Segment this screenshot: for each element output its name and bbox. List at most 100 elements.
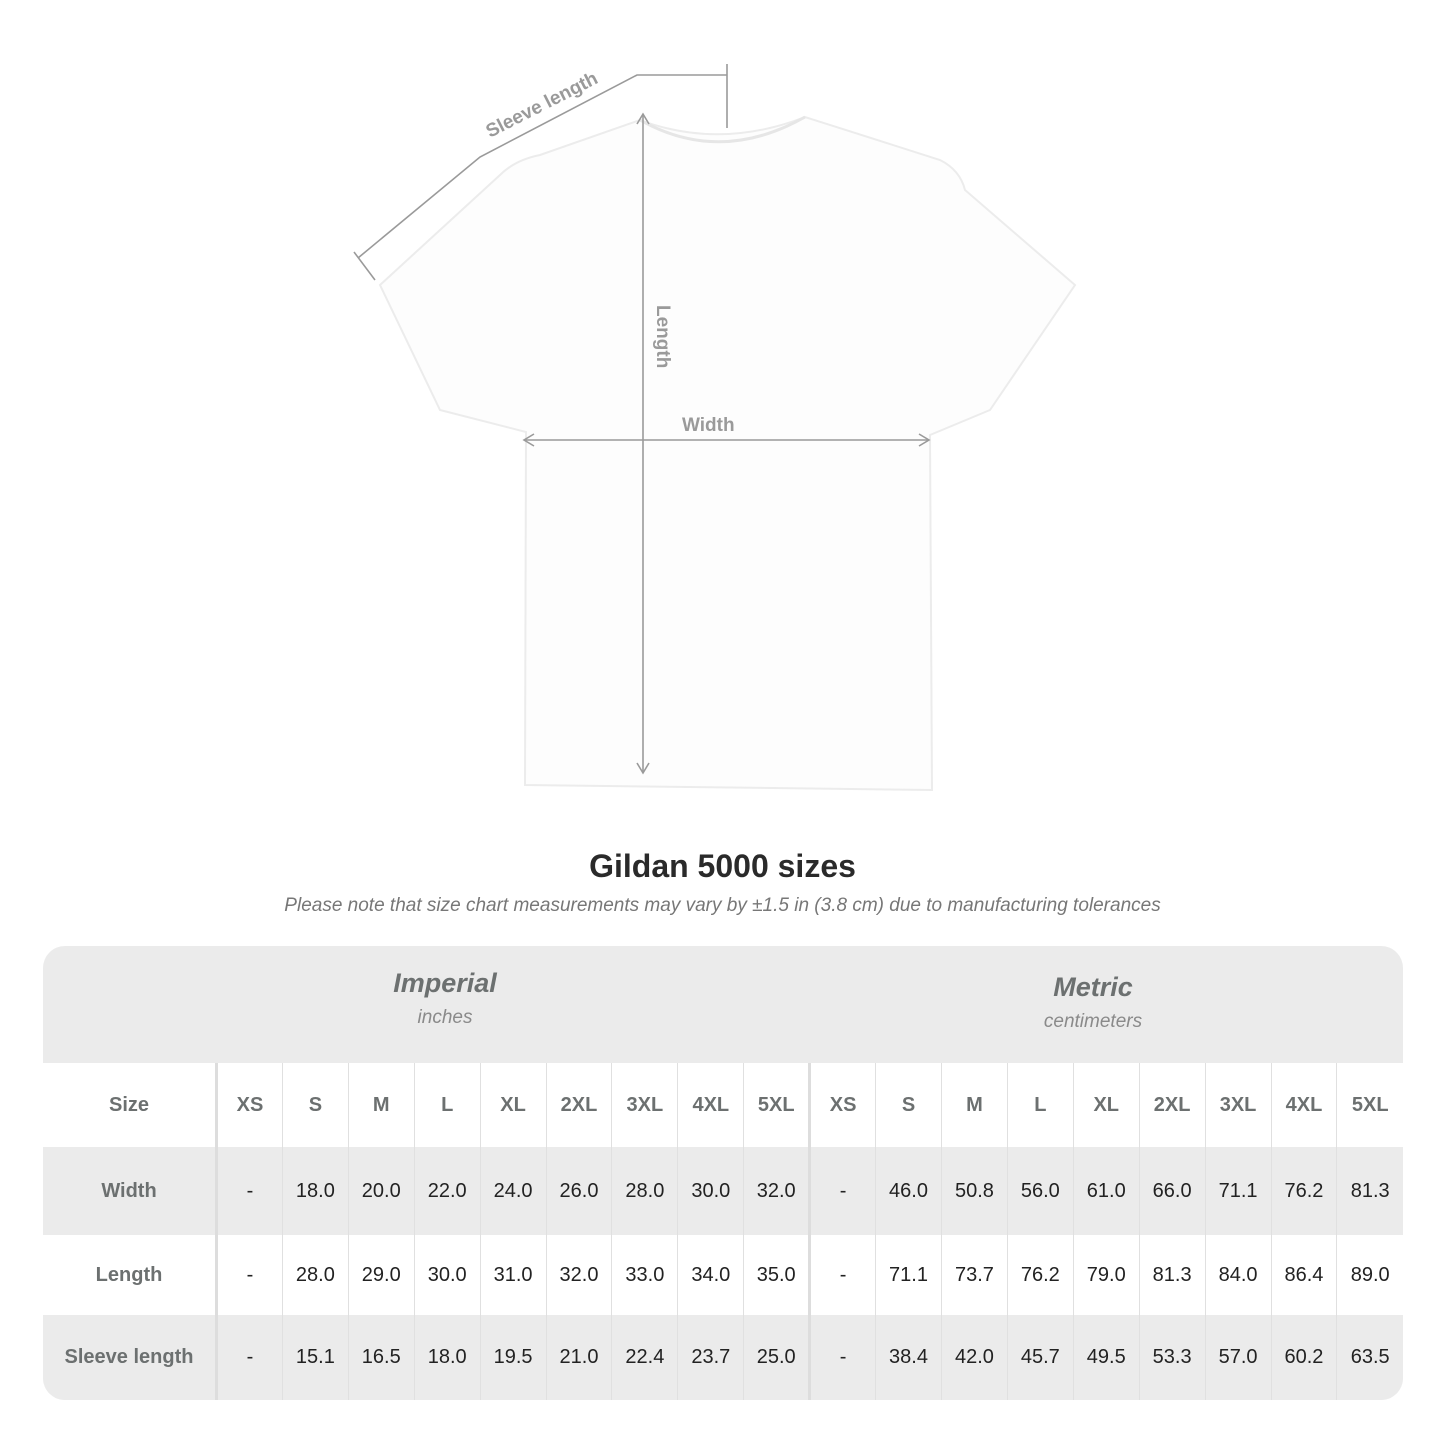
imperial-value-cell: 34.0: [677, 1235, 744, 1315]
metric-value-cell: 81.3: [1138, 1235, 1206, 1315]
metric-value-cell: 89.0: [1336, 1235, 1403, 1315]
metric-size-header: 4XL: [1270, 1063, 1337, 1147]
imperial-value-cell: 16.5: [347, 1315, 415, 1400]
imperial-size-header: XS: [216, 1063, 283, 1147]
width-arrow-left: [522, 433, 535, 447]
table-header-row: Size XS S M L XL 2XL 3XL 4XL 5XL XS S M L XL 2XL 3XL 4XL 5…: [43, 1063, 1403, 1147]
imperial-value-cell: 15.1: [281, 1315, 349, 1400]
metric-value-cell: 63.5: [1336, 1315, 1403, 1400]
imperial-value-cell: 20.0: [347, 1147, 415, 1235]
imperial-value-cell: 33.0: [611, 1235, 678, 1315]
imperial-value-cell: 19.5: [479, 1315, 547, 1400]
metric-value-cell: -: [808, 1235, 876, 1315]
chart-subtitle: Please note that size chart measurements…: [284, 895, 1161, 916]
tshirt-illustration: [378, 115, 1077, 792]
imperial-size-header: S: [281, 1063, 349, 1147]
metric-value-cell: 71.1: [1204, 1147, 1271, 1235]
size-table-panel: Imperial inches Metric centimeters Size X…: [43, 946, 1403, 1400]
imperial-size-header: 2XL: [545, 1063, 612, 1147]
imperial-value-cell: 24.0: [479, 1147, 547, 1235]
length-label: Length: [652, 305, 673, 368]
imperial-value-cell: 18.0: [413, 1315, 481, 1400]
imperial-header: Imperial inches: [215, 946, 675, 1063]
metric-value-cell: 60.2: [1270, 1315, 1337, 1400]
imperial-size-header: L: [413, 1063, 481, 1147]
imperial-value-cell: 31.0: [479, 1235, 547, 1315]
metric-value-cell: 76.2: [1270, 1147, 1337, 1235]
sleeve-measure-line: [357, 74, 727, 259]
imperial-size-header: 3XL: [611, 1063, 678, 1147]
length-arrow-bottom: [636, 762, 650, 775]
metric-size-header: L: [1006, 1063, 1074, 1147]
imperial-value-cell: 28.0: [281, 1235, 349, 1315]
imperial-value-cell: 23.7: [677, 1315, 744, 1400]
metric-value-cell: 66.0: [1138, 1147, 1206, 1235]
imperial-size-header: XL: [479, 1063, 547, 1147]
size-table: Size XS S M L XL 2XL 3XL 4XL 5XL XS S M L XL 2XL 3XL 4XL 5…: [43, 1063, 1403, 1400]
metric-header: Metric centimeters: [863, 946, 1323, 1063]
sleeve-measure-tick: [353, 251, 376, 281]
imperial-value-cell: 18.0: [281, 1147, 349, 1235]
sleeve-length-label: Sleeve length: [483, 68, 602, 142]
imperial-size-header: 5XL: [743, 1063, 810, 1147]
row-label: Length: [43, 1235, 218, 1315]
imperial-size-header: M: [347, 1063, 415, 1147]
metric-size-header: S: [875, 1063, 942, 1147]
row-label: Width: [43, 1147, 218, 1235]
imperial-value-cell: 32.0: [545, 1235, 612, 1315]
table-row: Length -28.0 29.0 30.0 31.0 32.0 33.0 34.0 35.0-…: [43, 1235, 1403, 1315]
metric-size-header: M: [940, 1063, 1008, 1147]
width-label: Width: [682, 415, 735, 436]
row-label: Sleeve length: [43, 1315, 218, 1400]
metric-value-cell: 76.2: [1006, 1235, 1074, 1315]
imperial-size-header: 4XL: [677, 1063, 744, 1147]
metric-value-cell: 61.0: [1072, 1147, 1140, 1235]
imperial-value-cell: 22.4: [611, 1315, 678, 1400]
metric-value-cell: 71.1: [875, 1235, 942, 1315]
tshirt-diagram: Sleeve length Length Width: [353, 64, 1077, 792]
imperial-value-cell: 21.0: [545, 1315, 612, 1400]
metric-size-header: 5XL: [1336, 1063, 1403, 1147]
metric-value-cell: -: [808, 1147, 876, 1235]
imperial-value-cell: 30.0: [677, 1147, 744, 1235]
metric-value-cell: 46.0: [875, 1147, 942, 1235]
metric-size-header: 2XL: [1138, 1063, 1206, 1147]
metric-value-cell: 57.0: [1204, 1315, 1271, 1400]
imperial-unit: inches: [417, 1007, 473, 1028]
metric-value-cell: 81.3: [1336, 1147, 1403, 1235]
imperial-value-cell: 26.0: [545, 1147, 612, 1235]
chart-title: Gildan 5000 sizes: [589, 848, 856, 884]
imperial-value-cell: 25.0: [743, 1315, 810, 1400]
length-arrow-top: [636, 112, 650, 125]
metric-title: Metric: [1053, 972, 1133, 1002]
metric-value-cell: 79.0: [1072, 1235, 1140, 1315]
width-arrow-right: [918, 433, 931, 447]
metric-value-cell: 73.7: [940, 1235, 1008, 1315]
imperial-value-cell: 22.0: [413, 1147, 481, 1235]
metric-value-cell: 56.0: [1006, 1147, 1074, 1235]
imperial-value-cell: 30.0: [413, 1235, 481, 1315]
imperial-value-cell: -: [216, 1147, 283, 1235]
metric-value-cell: 38.4: [875, 1315, 942, 1400]
table-row: Sleeve length -15.1 16.5 18.0 19.5 21.0 22.4 23…: [43, 1315, 1403, 1400]
metric-value-cell: 86.4: [1270, 1235, 1337, 1315]
tshirt-neckline: [639, 115, 806, 144]
metric-value-cell: -: [808, 1315, 876, 1400]
metric-size-header: XL: [1072, 1063, 1140, 1147]
imperial-value-cell: -: [216, 1235, 283, 1315]
metric-size-header: XS: [808, 1063, 876, 1147]
imperial-value-cell: 35.0: [743, 1235, 810, 1315]
metric-value-cell: 50.8: [940, 1147, 1008, 1235]
imperial-value-cell: -: [216, 1315, 283, 1400]
metric-unit: centimeters: [1043, 1011, 1143, 1032]
metric-value-cell: 49.5: [1072, 1315, 1140, 1400]
metric-value-cell: 42.0: [940, 1315, 1008, 1400]
metric-value-cell: 84.0: [1204, 1235, 1271, 1315]
metric-value-cell: 53.3: [1138, 1315, 1206, 1400]
table-row: Width -18.0 20.0 22.0 24.0 26.0 28.0 30.0 32.0-4…: [43, 1147, 1403, 1235]
imperial-value-cell: 32.0: [743, 1147, 810, 1235]
metric-size-header: 3XL: [1204, 1063, 1271, 1147]
size-header-label: Size: [43, 1063, 218, 1147]
imperial-title: Imperial: [393, 968, 497, 998]
